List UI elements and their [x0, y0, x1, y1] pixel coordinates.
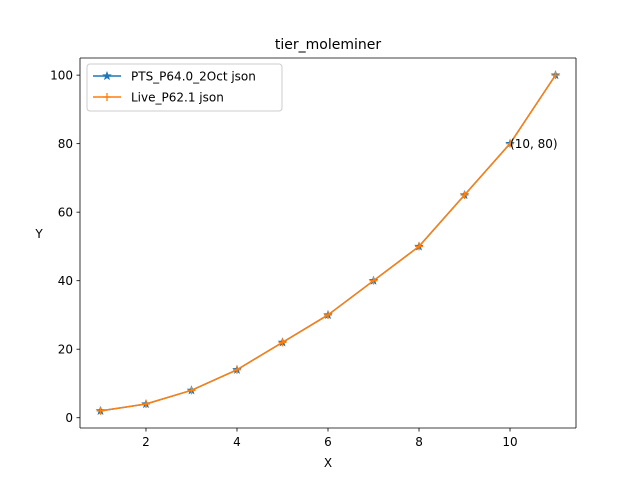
legend-label: PTS_P64.0_2Oct json — [131, 70, 256, 84]
data-point — [96, 406, 105, 415]
data-point — [324, 310, 332, 319]
y-tick-label: 80 — [58, 137, 73, 151]
y-tick-label: 100 — [50, 69, 73, 83]
x-tick-label: 8 — [415, 435, 423, 449]
legend-items: PTS_P64.0_2Oct json Live_P62.1 json — [93, 70, 256, 105]
data-point — [460, 191, 469, 200]
y-tick-label: 40 — [58, 274, 73, 288]
x-axis-label: X — [324, 456, 332, 470]
annotation-layer: (10, 80) — [510, 137, 558, 151]
data-point — [415, 242, 424, 251]
y-tick-label: 0 — [65, 411, 73, 425]
data-point — [278, 338, 287, 347]
x-tick-label: 4 — [233, 435, 241, 449]
legend-marker — [103, 93, 111, 101]
x-axis-ticks: 2 4 6 8 10 — [142, 428, 518, 449]
legend: PTS_P64.0_2Oct json Live_P62.1 json — [86, 63, 283, 112]
y-axis-ticks: 0 20 40 60 80 100 — [50, 69, 80, 425]
data-point — [187, 386, 196, 395]
series-layer — [95, 70, 561, 415]
plot-area — [80, 58, 576, 428]
legend-marker — [102, 70, 112, 81]
chart-title: tier_moleminer — [275, 37, 381, 53]
series-2 — [96, 71, 560, 415]
data-point — [232, 365, 241, 374]
point-annotation: (10, 80) — [510, 137, 558, 151]
legend-label: Live_P62.1 json — [131, 91, 224, 105]
x-tick-label: 6 — [324, 435, 332, 449]
x-tick-label: 10 — [502, 435, 517, 449]
y-tick-label: 60 — [58, 206, 73, 220]
data-point — [369, 276, 378, 285]
data-point — [506, 139, 515, 148]
y-tick-label: 20 — [58, 343, 73, 357]
legend-box — [86, 63, 283, 112]
data-point — [551, 71, 560, 80]
legend-entry: PTS_P64.0_2Oct json — [93, 70, 256, 84]
data-point — [141, 400, 150, 409]
y-axis-label: Y — [34, 227, 43, 241]
legend-entry: Live_P62.1 json — [93, 91, 224, 105]
x-tick-label: 2 — [142, 435, 150, 449]
